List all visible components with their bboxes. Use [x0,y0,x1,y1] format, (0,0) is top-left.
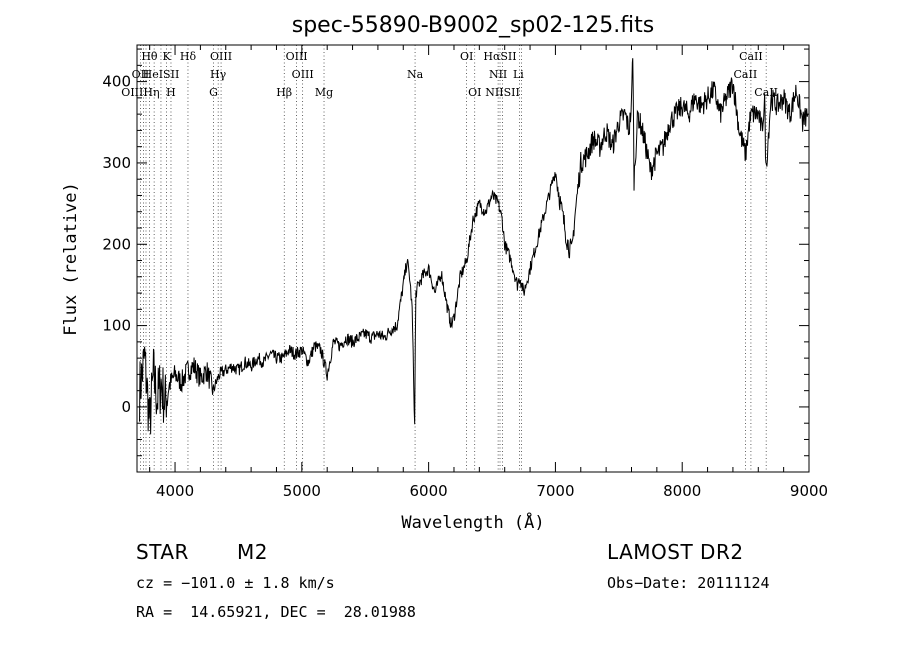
x-tick-label: 4000 [156,482,194,500]
x-tick-label: 8000 [663,482,701,500]
y-axis-ticks: 0 100 200 300 400 [102,48,809,457]
line-label: G [209,86,218,99]
x-axis-label: Wavelength (Å) [401,511,544,533]
line-label: CaII [734,68,758,81]
observation-date: Obs−Date: 20111124 [607,574,770,592]
chart-title: spec-55890-B9002_sp02-125.fits [292,13,655,38]
y-tick-label: 100 [102,317,131,335]
line-label: CaII [754,86,778,99]
y-tick-label: 0 [121,398,131,416]
line-label: NII [489,68,507,81]
y-tick-label: 200 [102,235,131,253]
x-tick-label: 5000 [283,482,321,500]
line-label: Hβ [276,86,292,99]
x-tick-label: 7000 [536,482,574,500]
line-label: OI [460,50,473,63]
line-label: OIII [292,68,314,81]
line-label: Hγ [210,68,227,81]
line-label: K [163,50,172,63]
x-tick-label: 6000 [410,482,448,500]
survey-name: LAMOST DR2 [607,540,744,564]
y-tick-label: 400 [102,73,131,91]
plot-frame [136,44,810,473]
line-label: Mg [315,86,333,99]
redshift-cz: cz = −101.0 ± 1.8 km/s [136,574,335,592]
line-label: OIII [286,50,308,63]
line-label: NIISII [485,86,520,99]
line-label: OII [132,68,150,81]
line-label: OI [468,86,481,99]
y-axis-label: Flux (relative) [61,182,81,336]
x-tick-label: 9000 [790,482,828,500]
coordinates: RA = 14.65921, DEC = 28.01988 [136,603,416,621]
line-label: CaII [739,50,763,63]
line-label: HeISII [143,68,180,81]
line-label: OIII [210,50,232,63]
line-label: Na [407,68,424,81]
spectral-line-markers [140,45,767,472]
object-subclass: M2 [237,540,268,564]
y-tick-label: 300 [102,154,131,172]
spectrum-series-line [139,58,809,435]
x-axis-ticks: 4000 5000 6000 7000 8000 9000 [149,45,828,500]
line-label: OIIIHη [121,86,159,99]
object-class: STAR [136,540,189,564]
line-label: H [166,86,176,99]
line-label: Li [513,68,524,81]
line-label: Hδ [180,50,197,63]
line-label: HαSII [483,50,516,63]
line-label: Hθ [141,50,158,63]
